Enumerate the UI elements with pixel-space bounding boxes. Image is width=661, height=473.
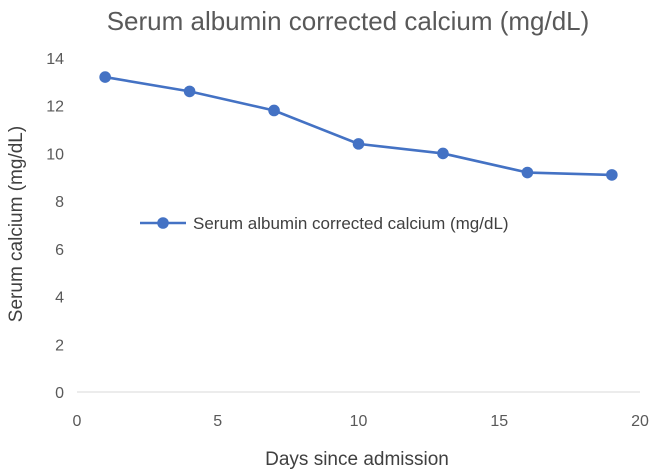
data-point [352,138,365,150]
legend-label: Serum albumin corrected calcium (mg/dL) [193,214,509,233]
y-tick-label: 6 [55,242,64,259]
y-tick-label: 8 [55,194,64,211]
data-point [437,147,449,160]
data-point [183,85,196,98]
y-tick-label: 4 [55,290,64,307]
data-point [268,104,280,117]
y-tick-label: 2 [55,337,64,354]
series-line [104,75,612,177]
legend: Serum albumin corrected calcium (mg/dL) [140,214,509,233]
x-tick-label: 0 [73,413,82,430]
y-tick-label: 0 [55,385,64,402]
chart-title: Serum albumin corrected calcium (mg/dL) [107,6,590,36]
x-tick-label: 10 [350,413,368,430]
x-axis-title: Days since admission [265,449,449,470]
x-tick-labels: 0 5 10 15 20 [73,413,649,430]
legend-marker-swatch [157,217,169,229]
y-tick-label: 12 [46,99,64,116]
data-point [606,169,618,181]
x-tick-label: 5 [213,413,222,430]
x-tick-label: 15 [490,413,508,430]
y-tick-label: 10 [46,146,64,163]
y-tick-label: 14 [46,51,64,68]
y-tick-labels: 0 2 4 6 8 10 12 14 [46,51,64,402]
y-axis-title: Serum calcium (mg/dL) [6,126,27,322]
data-point [99,71,111,83]
data-point [521,166,534,179]
series-layer [99,71,618,181]
x-tick-label: 20 [631,413,649,430]
